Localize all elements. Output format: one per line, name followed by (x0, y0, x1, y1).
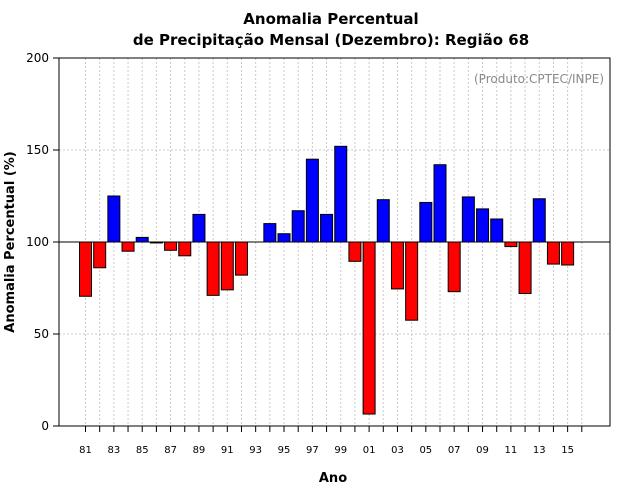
y-axis: 0 50 100 150 200 (26, 51, 59, 433)
x-tick-label: 95 (278, 445, 291, 456)
bar-1991 (220, 241, 234, 291)
bar-2000 (348, 241, 362, 262)
y-tick-label: 100 (26, 235, 49, 249)
bar-2001 (362, 241, 376, 415)
y-tick-label: 0 (41, 419, 49, 433)
y-tick-label: 200 (26, 51, 49, 65)
bar-1985 (135, 236, 149, 243)
bar-1995 (277, 233, 291, 243)
bar-1987 (164, 241, 178, 251)
bar-2005 (419, 201, 433, 243)
bar-2008 (461, 196, 475, 243)
bar-2013 (532, 198, 546, 243)
bar-2011 (504, 241, 518, 248)
bar-2007 (447, 241, 461, 293)
bar-1983 (107, 195, 121, 243)
x-tick-label: 05 (419, 445, 432, 456)
x-tick-label: 85 (136, 445, 149, 456)
bar-2010 (490, 218, 504, 243)
bar-2009 (476, 208, 490, 243)
bar-1988 (178, 241, 192, 257)
chart-title-line2: de Precipitação Mensal (Dezembro): Regiã… (133, 31, 529, 49)
bar-1984 (121, 241, 135, 252)
bar-2004 (405, 241, 419, 321)
bar-2012 (518, 241, 532, 295)
bar-1982 (93, 241, 107, 269)
bar-2006 (433, 164, 447, 243)
bar-1981 (79, 241, 92, 297)
credit-text: (Produto:CPTEC/INPE) (474, 72, 604, 86)
bars (79, 145, 575, 415)
x-tick-label: 81 (79, 445, 92, 456)
bar-1989 (192, 213, 206, 243)
x-tick-label: 97 (306, 445, 319, 456)
bar-2002 (376, 199, 390, 243)
bar-1999 (334, 145, 348, 243)
x-axis-label: Ano (319, 471, 347, 486)
x-tick-label: 07 (448, 445, 461, 456)
bar-1997 (305, 158, 319, 243)
bar-1996 (291, 210, 305, 243)
bar-2014 (546, 241, 560, 265)
bar-1990 (206, 241, 220, 296)
y-tick-label: 150 (26, 143, 49, 157)
x-tick-label: 03 (391, 445, 404, 456)
x-tick-label: 91 (221, 445, 234, 456)
x-tick-label: 89 (193, 445, 206, 456)
x-tick-label: 15 (561, 445, 574, 456)
x-tick-label: 99 (334, 445, 347, 456)
x-tick-label: 87 (164, 445, 177, 456)
bar-2003 (390, 241, 404, 290)
bar-1994 (263, 223, 277, 243)
bar-2015 (561, 241, 575, 266)
y-tick-label: 50 (34, 327, 49, 341)
x-tick-label: 01 (363, 445, 376, 456)
x-tick-label: 93 (249, 445, 262, 456)
y-axis-label: Anomalia Percentual (%) (3, 151, 18, 332)
x-axis: 81 83 85 87 89 91 93 95 97 99 01 03 05 07 09 11 13 15 (79, 426, 583, 456)
chart-title-line1: Anomalia Percentual (243, 10, 418, 28)
x-tick-label: 09 (476, 445, 489, 456)
bar-1998 (320, 213, 334, 243)
bar-1992 (234, 241, 248, 276)
x-tick-label: 11 (505, 445, 518, 456)
x-tick-label: 83 (107, 445, 120, 456)
x-tick-label: 13 (533, 445, 546, 456)
